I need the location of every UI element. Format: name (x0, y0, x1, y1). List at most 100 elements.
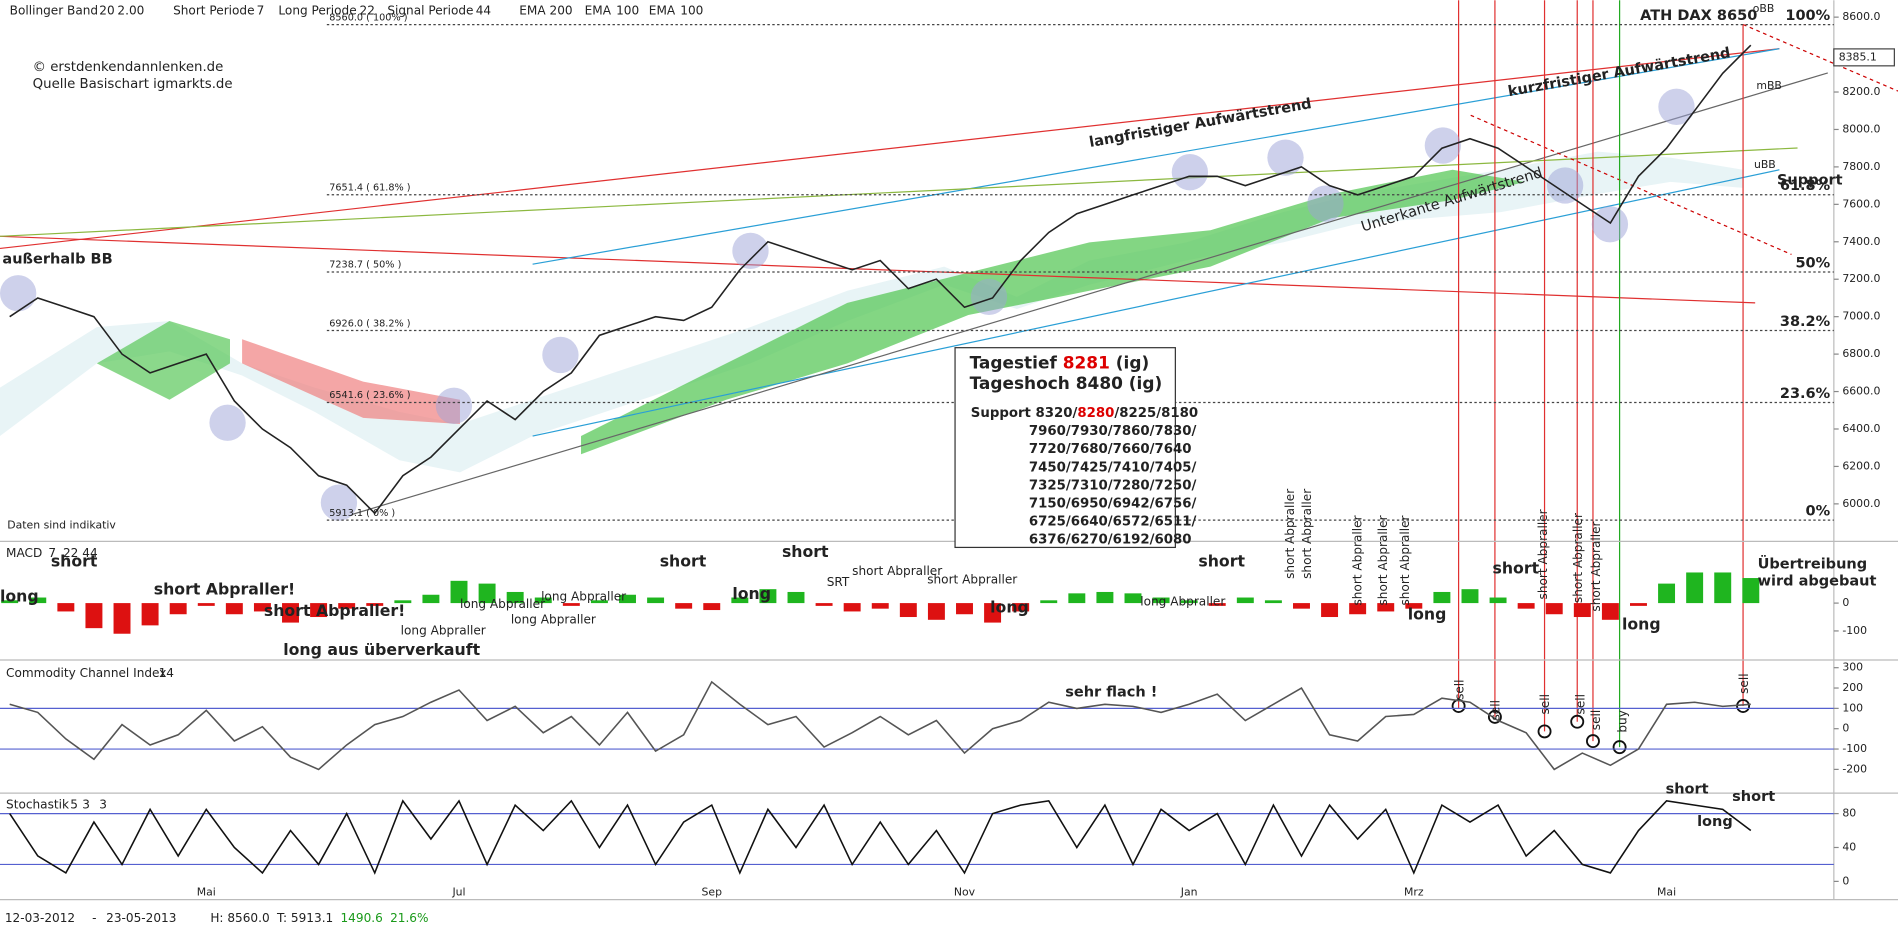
annotation: mBB (1756, 79, 1782, 92)
trend-line (0, 48, 1780, 250)
annotation: short Abpraller (1376, 515, 1390, 605)
panel-label: 3 (82, 798, 90, 812)
y-tick-label: 7400.0 (1842, 235, 1880, 248)
info-text: 7325/7310/7280/7250/ (1029, 478, 1197, 493)
trend-line (0, 147, 1798, 237)
histogram-bar (85, 603, 103, 629)
annotation: long (0, 587, 39, 606)
annotation: long Abpraller (541, 590, 626, 604)
footer-text: - (92, 910, 96, 924)
histogram-bar (1377, 603, 1395, 612)
histogram-bar (534, 597, 552, 604)
histogram-bar (338, 603, 356, 609)
histogram-bar (1573, 603, 1591, 618)
info-box: Tagestief 8281 (ig) Tageshoch 8480 (ig) … (954, 347, 1198, 549)
info-line: Tageshoch 8480 (ig) (970, 373, 1163, 393)
y-tick-label: -100 (1842, 624, 1867, 637)
y-tick-label: -200 (1842, 762, 1867, 775)
y-tick-label: 8200.0 (1842, 85, 1880, 98)
fib-tag: 5913.1 ( 0% ) (329, 508, 395, 519)
histogram-bar (731, 597, 749, 604)
panel-label: 14 (159, 666, 175, 680)
histogram-bar (1630, 603, 1647, 606)
trend-line (532, 169, 1780, 437)
fib-label: 50% (1795, 256, 1830, 272)
indicator-header: EMA (649, 4, 676, 18)
histogram-bar (1405, 603, 1423, 609)
annotation: long (732, 584, 771, 603)
fib-label: 61.8% (1780, 178, 1831, 194)
panel-label: 22 (63, 546, 78, 560)
annotation: short Abpraller! (264, 601, 405, 620)
annotation: sell (1573, 694, 1587, 714)
info-text: 6725/6640/6572/6511/ (1029, 514, 1197, 529)
fib-tag: 7238.7 ( 50% ) (329, 260, 401, 271)
annotation: sell (1452, 679, 1466, 699)
histogram-bar (1433, 591, 1451, 604)
annotation: short Abpraller (1398, 515, 1412, 605)
histogram-bar (1040, 600, 1058, 604)
histogram-bar (225, 603, 243, 615)
y-tick-label: 300 (1842, 661, 1863, 674)
annotation: short Abpraller (1283, 489, 1297, 579)
info-line: Support 8320/8280/8225/8180 (971, 406, 1198, 421)
highlight (0, 275, 37, 312)
y-tick-label: 0 (1842, 874, 1849, 887)
annotation: short (1666, 782, 1709, 798)
annotation: long Abpraller (460, 597, 545, 611)
annotation: short (660, 551, 707, 570)
highlight (1267, 139, 1304, 176)
indicator-header: Bollinger Band (10, 4, 98, 18)
histogram-bar (1293, 603, 1310, 609)
histogram-bar (113, 603, 131, 634)
trend-line (350, 72, 1828, 516)
annotation: ATH DAX 8650 (1640, 8, 1757, 24)
info-text: 6376/6270/6192/6080 (1029, 532, 1192, 547)
highlight (1307, 185, 1344, 222)
annotation: oBB (1753, 2, 1775, 15)
histogram-bar (197, 603, 215, 606)
y-tick-label: 6400.0 (1842, 422, 1880, 435)
indicator-header: Short Periode (173, 4, 254, 18)
x-tick-label: Jul (451, 885, 465, 898)
footer-text: 12-03-2012 (5, 910, 75, 924)
highlight (542, 336, 579, 374)
annotation: short Abpraller (1589, 521, 1603, 611)
histogram-bar (1545, 603, 1563, 615)
annotation: buy (1616, 710, 1630, 733)
source-note: © erstdenkendannlenken.de (33, 60, 224, 75)
panel-label: Commodity Channel Index (6, 666, 166, 680)
annotation: SRT (827, 575, 850, 589)
signal-circle (1586, 734, 1600, 749)
histogram-bar (1658, 583, 1676, 604)
annotation: short Abpraller! (154, 579, 295, 598)
histogram-bar (1236, 597, 1254, 604)
y-tick-label: 8000.0 (1842, 122, 1880, 135)
signal-circle (1612, 740, 1627, 755)
cloud-green (581, 169, 1526, 455)
fib-tag: 6926.0 ( 38.2% ) (329, 318, 410, 329)
trend-arrow (1742, 23, 1898, 92)
annotation: long (1408, 605, 1447, 624)
info-text: 8281 (1063, 352, 1110, 372)
annotation: short (1198, 551, 1245, 570)
histogram-bar (57, 603, 75, 612)
histogram-bar (1742, 578, 1760, 604)
annotation: short Abpraller (1536, 509, 1550, 599)
histogram-bar (675, 603, 693, 609)
info-text: (ig) (1116, 352, 1149, 372)
histogram-bar (1461, 589, 1479, 604)
histogram-bar (562, 603, 580, 606)
info-text: 7450/7425/7410/7405/ (1029, 460, 1197, 475)
indicator-header: Long Periode (278, 4, 356, 18)
x-tick-label: Sep (701, 885, 722, 898)
y-tick-label: 0 (1842, 596, 1849, 609)
series-line (9, 799, 1752, 875)
histogram-bar (1208, 603, 1226, 606)
histogram-bar (984, 603, 1002, 623)
fib-tag: 8560.0 ( 100% ) (329, 12, 407, 23)
histogram-bar (310, 603, 328, 618)
info-box-frame (954, 347, 1176, 549)
y-tick-label: 100 (1842, 701, 1863, 714)
